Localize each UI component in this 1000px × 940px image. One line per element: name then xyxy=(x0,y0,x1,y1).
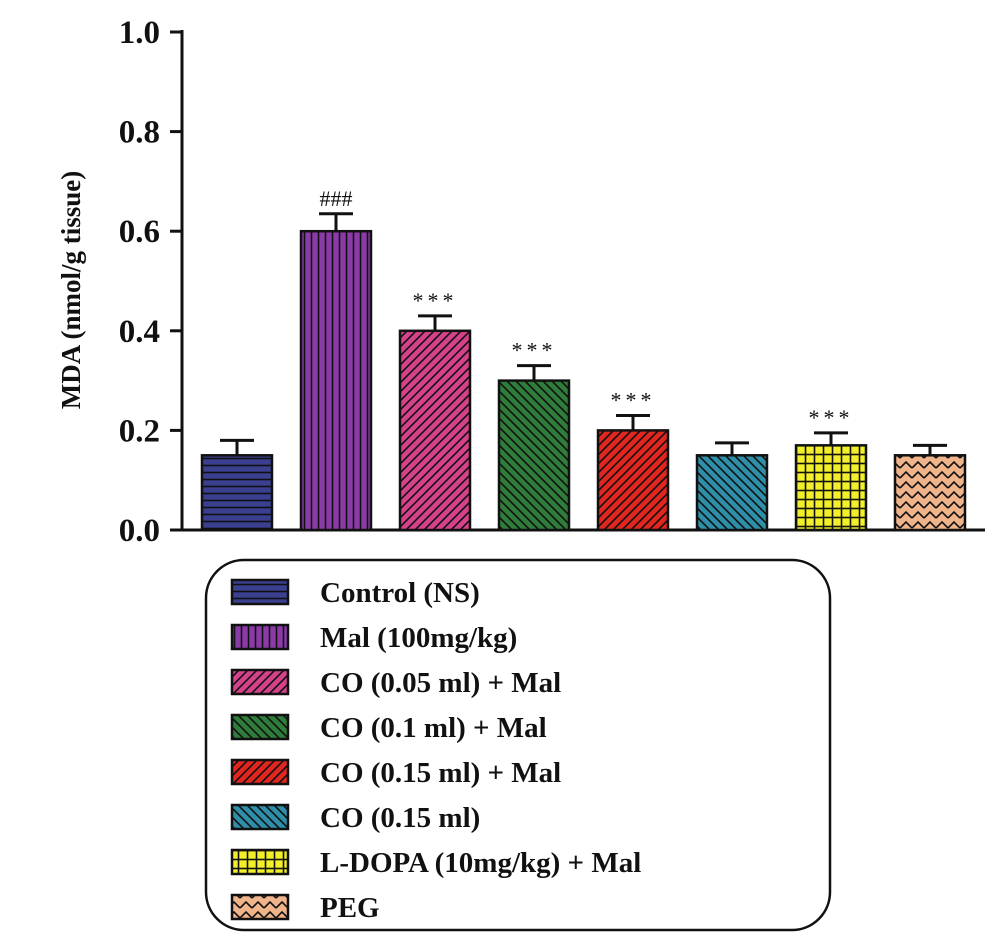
significance-label: *** xyxy=(512,338,557,363)
legend-label: CO (0.15 ml) xyxy=(320,802,480,834)
bar xyxy=(497,379,571,532)
bar xyxy=(695,454,769,532)
bar xyxy=(596,429,670,532)
legend-swatch xyxy=(230,893,290,921)
significance-label: ### xyxy=(320,186,353,211)
legend-swatch xyxy=(230,713,290,741)
significance-label: *** xyxy=(413,288,458,313)
bar xyxy=(893,454,967,532)
legend-swatch xyxy=(230,848,290,876)
legend-label: Mal (100mg/kg) xyxy=(320,622,517,654)
bar xyxy=(398,329,472,532)
legend-label: L-DOPA (10mg/kg) + Mal xyxy=(320,847,641,879)
legend-label: CO (0.15 ml) + Mal xyxy=(320,757,561,789)
y-axis-title: MDA (nmol/g tissue) xyxy=(56,171,86,410)
legend-label: CO (0.1 ml) + Mal xyxy=(320,712,547,744)
bar xyxy=(299,229,373,532)
bar xyxy=(200,454,274,532)
y-tick-label: 0.4 xyxy=(119,314,160,350)
legend-label: CO (0.05 ml) + Mal xyxy=(320,667,561,699)
significance-label: *** xyxy=(611,387,656,412)
y-tick-label: 0.8 xyxy=(119,115,160,151)
legend-swatch xyxy=(230,803,290,831)
legend-label: Control (NS) xyxy=(320,577,480,609)
y-tick-label: 0.0 xyxy=(119,513,160,549)
legend-swatch xyxy=(230,578,290,606)
legend-box xyxy=(204,558,832,932)
y-tick-label: 0.6 xyxy=(119,214,160,250)
y-tick-label: 0.2 xyxy=(119,413,160,449)
legend: Control (NS) Mal (100mg/kg) CO (0.05 ml) +… xyxy=(204,558,832,932)
significance-label: *** xyxy=(809,405,854,430)
legend-swatch xyxy=(230,623,290,651)
plot-area: 0.0 0.2 0.4 0.6 0.8 1.0 ### *** *** *** *** xyxy=(119,15,985,549)
y-tick-label: 1.0 xyxy=(119,15,160,51)
legend-label: PEG xyxy=(320,892,380,924)
legend-swatch xyxy=(230,758,290,786)
legend-swatch xyxy=(230,668,290,696)
bar xyxy=(794,444,868,532)
